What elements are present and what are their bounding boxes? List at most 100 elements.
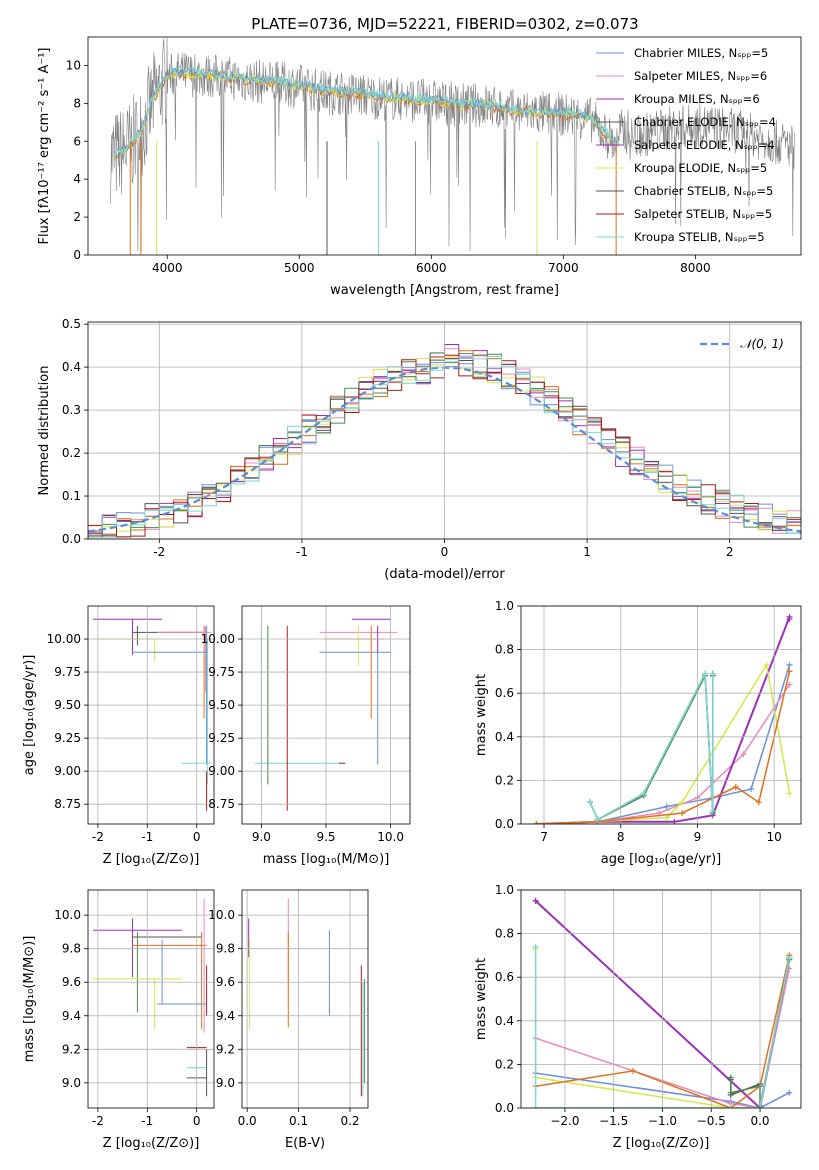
x-tick-label: 0 [193,830,201,844]
series-point [786,1089,793,1096]
series-point [786,616,793,623]
y-tick-label: 0.6 [495,970,514,984]
y-tick-label: 9.75 [54,665,81,679]
series-line [534,946,791,1108]
x-tick-label: 7000 [548,261,579,275]
x-tick-label: 0.2 [340,1114,359,1128]
x-tick-label: 10 [767,830,782,844]
legend-label: Kroupa ELODIE, Nₛₚₚ=5 [634,161,767,175]
series-point [640,790,647,797]
series-point [709,807,716,814]
y-tick-label: 9.4 [62,1009,81,1023]
panel-age-vs-mass: 9.0 9.5 10.0 8.75 9.00 9.25 9.50 9.75 10.00 mass … [201,605,411,867]
axes-frame [87,321,802,540]
series-point [755,799,762,806]
series-point [709,670,716,677]
y-tick-label: 0.0 [62,532,81,546]
y-tick-label: 0.2 [62,446,81,460]
spectrum-model-line [113,64,620,158]
x-tick-label: 0.1 [289,1114,308,1128]
legend-label: Kroupa STELIB, Nₛₚₚ=5 [634,230,765,244]
series-point [663,814,670,821]
spectrum-legend: Chabrier MILES, Nₛₚₚ=5 Salpeter MILES, Nₛ… [596,46,776,244]
y-tick-label: 1.0 [495,883,514,897]
series-point [679,810,686,817]
y-tick-label: 9.00 [208,764,235,778]
x-tick-label: −2.0 [550,1114,579,1128]
y-tick-label: 0 [73,248,81,262]
axes-frame [241,889,369,1109]
series-point [587,799,594,806]
y-tick-label: 9.75 [208,665,235,679]
series-point [727,1105,734,1108]
y-tick-label: 0.2 [495,773,514,787]
figure-title: PLATE=0736, MJD=52221, FIBERID=0302, z=0… [251,15,638,33]
x-tick-label: -2 [92,830,104,844]
x-tick-label: 5000 [284,261,315,275]
x-axis-label: mass [log₁₀(M/M⊙)] [263,852,390,867]
plot-area [92,618,212,811]
x-tick-label: -2 [92,1114,104,1128]
legend-label: Salpeter MILES, Nₛₚₚ=6 [634,69,767,83]
y-axis-label: mass weight [474,958,489,1040]
y-tick-label: 0.4 [495,730,514,744]
x-tick-label: 10.0 [377,830,404,844]
x-axis-label: age [log₁₀(age/yr)] [601,852,722,867]
axes-frame [520,605,802,825]
plot-area [110,37,795,255]
y-tick-label: 0.8 [495,927,514,941]
axes-frame [87,605,215,825]
axes-frame [87,36,802,256]
series-point [533,821,540,824]
axes-frame [520,889,802,1109]
x-tick-label: 9 [694,830,702,844]
y-tick-label: 0.8 [495,643,514,657]
panel-mass-vs-z: -2 -1 0 9.0 9.2 9.4 9.6 9.8 10.0 Z [log₁₀(Z/Z⊙)] m… [22,889,215,1151]
series-point [532,897,539,904]
y-tick-label: 10 [66,58,81,72]
series-line [536,684,791,824]
series-line [536,662,791,824]
y-tick-label: 9.2 [62,1042,81,1056]
y-tick-label: 9.6 [62,975,81,989]
series-point [786,790,793,797]
y-tick-label: 0.0 [495,1101,514,1115]
y-tick-label: 8.75 [54,797,81,811]
x-tick-label: 0.0 [750,1114,769,1128]
x-tick-label: −1.5 [599,1114,628,1128]
x-tick-label: -1 [296,545,308,559]
series-point [532,943,539,950]
legend-label: Chabrier ELODIE, Nₛₚₚ=4 [634,115,776,129]
y-tick-label: 0.2 [495,1057,514,1071]
spectrum-observed-line [110,37,795,252]
series-point [740,751,747,758]
x-tick-label: 8 [617,830,625,844]
y-tick-label: 0.3 [62,403,81,417]
y-tick-label: 8 [73,96,81,110]
x-tick-label: 8000 [680,261,711,275]
y-tick-label: 0.0 [495,817,514,831]
series-line [536,671,791,824]
y-tick-label: 0.4 [62,360,81,374]
series-point [663,803,670,810]
panel-spectrum: 4000 5000 6000 7000 8000 0 2 4 6 8 10 wavelength [A… [37,36,802,298]
x-tick-label: 0 [193,1114,201,1128]
plot-area [533,613,793,824]
series-line [589,670,714,821]
x-tick-label: −1.0 [648,1114,677,1128]
legend-label: Salpeter ELODIE, Nₛₚₚ=4 [634,138,775,152]
series-line [535,1072,790,1108]
x-tick-label: 0.0 [238,1114,257,1128]
x-tick-label: 2 [726,545,734,559]
series-point [786,954,793,961]
plot-area [92,898,208,1097]
series-point [679,799,686,806]
y-tick-label: 9.0 [62,1076,81,1090]
panel-massweight-vs-age: 7 8 9 10 0.0 0.2 0.4 0.6 0.8 1.0 age [log₁₀(age/yr… [474,599,802,867]
series-point [532,1105,539,1108]
y-tick-label: 9.25 [208,731,235,745]
x-tick-label: -1 [141,830,153,844]
y-tick-label: 0.1 [62,489,81,503]
panel-massweight-vs-z: −2.0 −1.5 −1.0 −0.5 0.0 0.0 0.2 0.4 0.6 0.8 1.0 Z [… [474,883,802,1151]
